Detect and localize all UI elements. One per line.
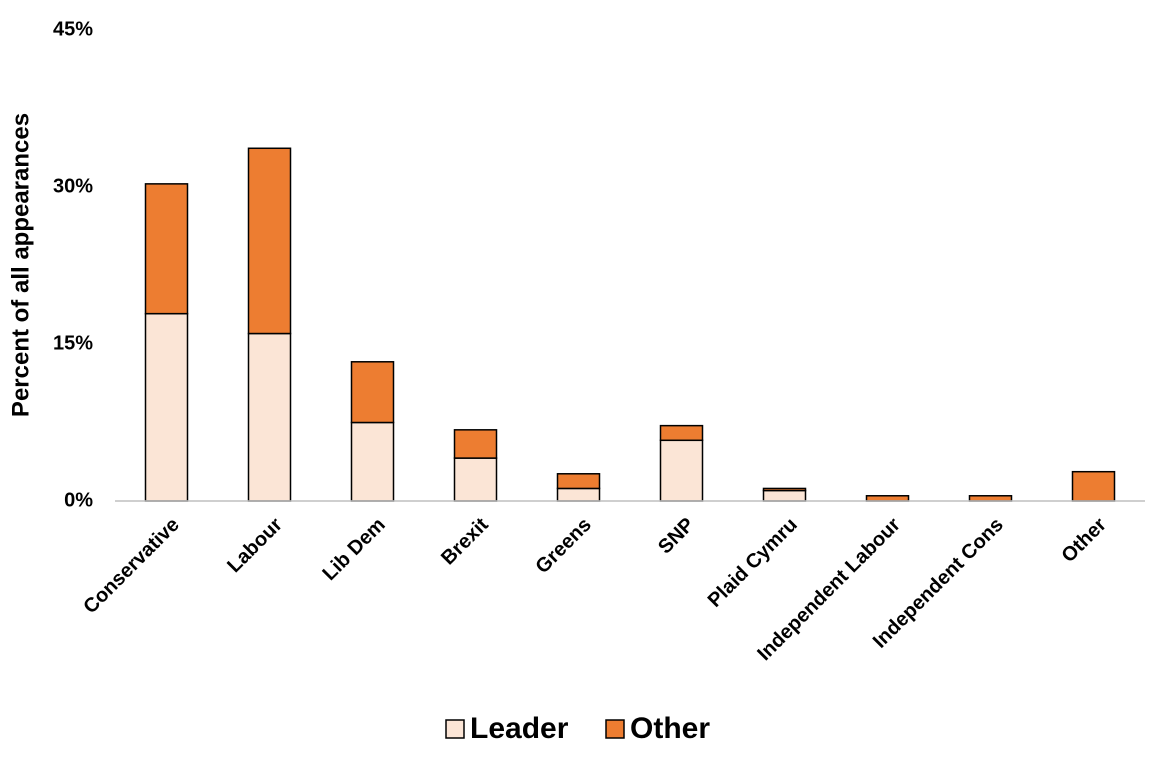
bar-segment — [556, 473, 601, 490]
bar-segment — [350, 361, 395, 424]
bar-segment — [453, 429, 498, 459]
x-tick-label: Conservative — [79, 514, 183, 618]
bar-segment — [762, 489, 807, 502]
x-tick-label: Greens — [531, 514, 595, 578]
x-tick-label: Lib Dem — [318, 514, 389, 585]
bar-segment — [968, 495, 1013, 502]
y-tick-label: 0% — [64, 489, 93, 511]
x-tick-label: SNP — [654, 514, 699, 559]
x-tick-label: Brexit — [437, 513, 493, 569]
y-tick-label: 15% — [53, 332, 93, 354]
bar-segment — [1071, 470, 1116, 502]
y-tick-label: 45% — [53, 18, 93, 40]
legend-label: Leader — [470, 712, 569, 745]
bar-segment — [144, 183, 189, 315]
legend-label: Other — [630, 712, 710, 745]
legend-swatch — [605, 719, 625, 739]
y-tick-label: 30% — [53, 175, 93, 197]
bar-segment — [247, 147, 292, 335]
y-axis-title: Percent of all appearances — [7, 113, 34, 417]
bar-segment — [762, 487, 807, 492]
bar-segment — [144, 312, 189, 502]
bar-segment — [247, 332, 292, 502]
bar-segment — [659, 424, 704, 442]
x-tick-label: Plaid Cymru — [704, 514, 802, 612]
x-tick-label: Other — [1057, 514, 1110, 567]
bar-segment — [865, 495, 910, 502]
legend-swatch — [445, 719, 465, 739]
bar-segment — [659, 439, 704, 502]
bar-segment — [350, 421, 395, 502]
x-tick-label: Labour — [223, 514, 287, 578]
bar-segment — [453, 457, 498, 502]
bar-segment — [556, 487, 601, 502]
